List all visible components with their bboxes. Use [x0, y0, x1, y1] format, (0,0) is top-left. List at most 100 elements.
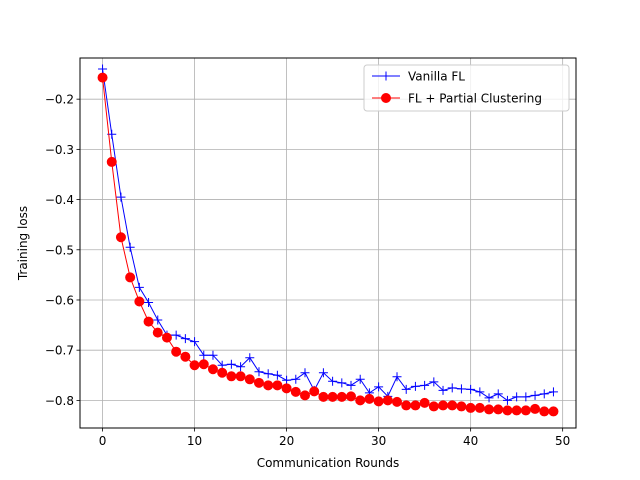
data-point	[106, 156, 117, 167]
x-axis-label: Communication Rounds	[257, 456, 400, 470]
y-tick-label: −0.5	[45, 243, 74, 257]
data-point	[116, 192, 126, 202]
data-point	[410, 381, 420, 391]
data-point	[392, 372, 402, 382]
data-point	[382, 395, 393, 406]
data-point	[502, 395, 512, 405]
data-point	[125, 242, 135, 252]
y-axis: −0.8 −0.7 −0.6 −0.5 −0.4 −0.3 −0.2	[45, 93, 80, 408]
data-point	[374, 382, 384, 392]
data-point	[539, 389, 549, 399]
plot-frame	[79, 57, 577, 429]
data-point	[171, 330, 181, 340]
data-point	[493, 404, 504, 415]
data-point	[189, 360, 200, 371]
data-point	[272, 380, 283, 391]
data-point	[381, 93, 391, 103]
data-point	[401, 400, 412, 411]
data-point	[217, 367, 228, 378]
y-tick-label: −0.2	[45, 93, 74, 107]
data-point	[208, 350, 218, 360]
data-point	[474, 402, 485, 413]
data-point	[98, 64, 108, 74]
data-point	[134, 296, 145, 307]
x-tick-label: 10	[187, 434, 202, 448]
data-point	[144, 297, 154, 307]
data-point	[373, 396, 384, 407]
data-point	[153, 315, 163, 325]
data-point	[410, 400, 421, 411]
data-point	[346, 391, 357, 402]
data-point	[438, 400, 449, 411]
data-point	[447, 383, 457, 393]
data-point	[548, 387, 558, 397]
data-point	[180, 351, 191, 362]
data-point	[475, 387, 485, 397]
x-tick-label: 20	[279, 434, 294, 448]
data-point	[484, 393, 494, 403]
data-point	[180, 334, 190, 344]
x-axis: 0 10 20 30 40 50	[99, 428, 570, 448]
data-point	[253, 377, 264, 388]
data-point	[539, 406, 550, 417]
data-point	[346, 380, 356, 390]
data-point	[245, 353, 255, 363]
data-point	[134, 282, 144, 292]
legend-entry: Vanilla FL	[372, 70, 465, 84]
data-point	[300, 368, 310, 378]
data-point	[318, 391, 329, 402]
data-point	[456, 384, 466, 394]
data-point	[511, 405, 522, 416]
data-point	[447, 400, 458, 411]
x-tick-label: 30	[371, 434, 386, 448]
data-point	[493, 389, 503, 399]
x-tick-label: 40	[463, 434, 478, 448]
data-point	[171, 346, 182, 357]
data-point	[337, 378, 347, 388]
data-point	[254, 367, 264, 377]
data-point	[520, 405, 531, 416]
data-point	[466, 384, 476, 394]
data-point	[161, 332, 172, 343]
data-point	[244, 374, 255, 385]
y-tick-label: −0.4	[45, 193, 74, 207]
data-point	[336, 391, 347, 402]
legend-box	[363, 64, 570, 112]
data-point	[327, 391, 338, 402]
legend-entry: FL + Partial Clustering	[372, 92, 542, 106]
data-point	[115, 232, 126, 243]
data-point	[548, 406, 559, 417]
series-vanilla-fl	[98, 64, 558, 405]
data-point	[318, 368, 328, 378]
data-point	[263, 369, 273, 379]
data-point	[299, 390, 310, 401]
data-point	[438, 385, 448, 395]
data-point	[484, 404, 495, 415]
data-point	[236, 362, 246, 372]
data-point	[143, 316, 154, 327]
data-point	[328, 376, 338, 386]
legend: Vanilla FL FL + Partial Clustering	[363, 64, 570, 112]
data-point	[97, 72, 108, 83]
data-point	[263, 380, 274, 391]
data-point	[291, 374, 301, 384]
data-point	[226, 359, 236, 369]
data-point	[456, 401, 467, 412]
data-point	[198, 359, 209, 370]
x-tick-label: 0	[99, 434, 107, 448]
data-point	[152, 327, 163, 338]
data-point	[381, 71, 391, 81]
series-layer	[97, 64, 559, 417]
data-point	[364, 393, 375, 404]
data-point	[502, 405, 513, 416]
data-point	[419, 397, 430, 408]
y-tick-label: −0.3	[45, 143, 74, 157]
data-point	[207, 364, 218, 375]
data-point	[125, 272, 136, 283]
series-fl-partial-clustering	[97, 72, 559, 417]
y-tick-label: −0.7	[45, 344, 74, 358]
y-tick-label: −0.6	[45, 293, 74, 307]
data-point	[428, 401, 439, 412]
data-point	[521, 392, 531, 402]
